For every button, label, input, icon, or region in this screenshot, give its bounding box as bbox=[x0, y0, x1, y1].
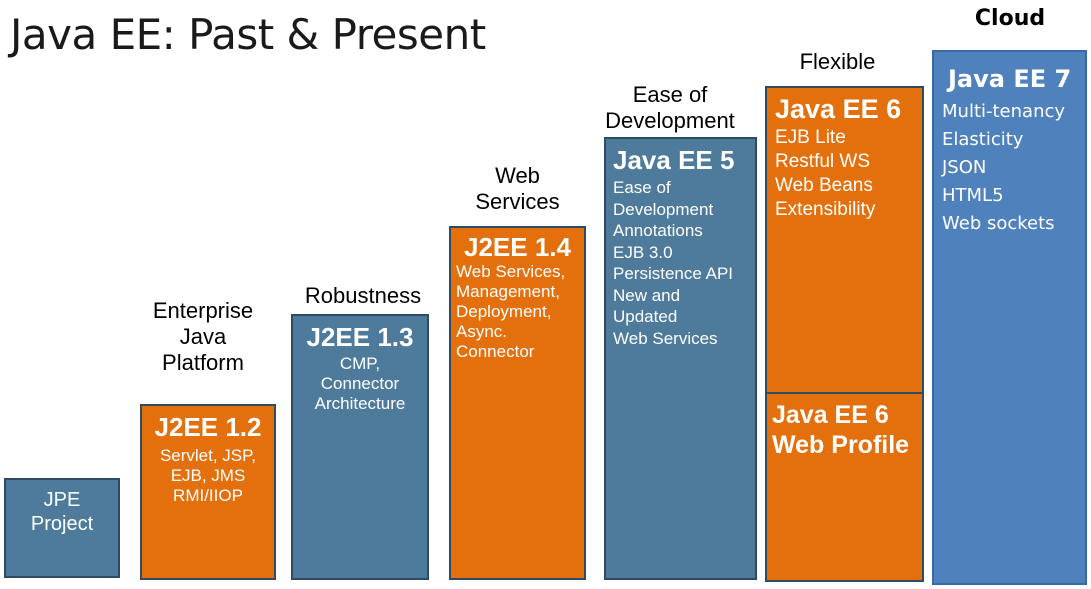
java-ee-5-box: Java EE 5 Ease of Development Annotation… bbox=[604, 137, 757, 580]
java-ee-6-web-profile-box: Java EE 6 Web Profile bbox=[765, 392, 924, 582]
page-title: Java EE: Past & Present bbox=[10, 10, 486, 59]
java-ee-7-features: Multi-tenancy Elasticity JSON HTML5 Web … bbox=[942, 101, 1066, 234]
java-ee-6-features: EJB Lite Restful WS Web Beans Extensibil… bbox=[775, 127, 876, 220]
j2ee-1-2-features: Servlet, JSP, EJB, JMS RMI/IIOP bbox=[159, 446, 257, 505]
java-ee-7-box: Java EE 7 Multi-tenancy Elasticity JSON … bbox=[932, 50, 1087, 585]
java-ee-7-title: Java EE 7 bbox=[948, 65, 1072, 93]
theme-ease-of-development: Ease of Development bbox=[605, 82, 735, 133]
java-ee-5-title: Java EE 5 bbox=[613, 145, 735, 175]
java-ee-5-features: Ease of Development Annotations EJB 3.0 … bbox=[613, 178, 734, 348]
j2ee-1-4-box: J2EE 1.4 Web Services, Management, Deplo… bbox=[449, 226, 586, 580]
theme-flexible: Flexible bbox=[799, 49, 876, 74]
theme-web-services: Web Services bbox=[475, 163, 560, 214]
jpe-project-label: JPE Project bbox=[30, 489, 94, 535]
j2ee-1-2-box: J2EE 1.2 Servlet, JSP, EJB, JMS RMI/IIOP bbox=[140, 404, 276, 580]
j2ee-1-3-title: J2EE 1.3 bbox=[306, 322, 414, 352]
j2ee-1-4-features: Web Services, Management, Deployment, As… bbox=[456, 262, 566, 361]
j2ee-1-3-features: CMP, Connector Architecture bbox=[314, 354, 406, 413]
java-ee-6-web-profile-title: Java EE 6 Web Profile bbox=[772, 401, 910, 459]
j2ee-1-4-title: J2EE 1.4 bbox=[464, 232, 571, 262]
theme-robustness: Robustness bbox=[304, 283, 422, 308]
theme-enterprise-java-platform: Enterprise Java Platform bbox=[152, 298, 254, 375]
java-ee-6-title: Java EE 6 bbox=[775, 94, 902, 124]
j2ee-1-3-box: J2EE 1.3 CMP, Connector Architecture bbox=[291, 314, 429, 580]
j2ee-1-2-title: J2EE 1.2 bbox=[154, 412, 262, 442]
java-ee-6-box: Java EE 6 EJB Lite Restful WS Web Beans … bbox=[765, 86, 924, 394]
jpe-project-box: JPE Project bbox=[4, 478, 120, 578]
theme-cloud: Cloud bbox=[974, 6, 1046, 31]
